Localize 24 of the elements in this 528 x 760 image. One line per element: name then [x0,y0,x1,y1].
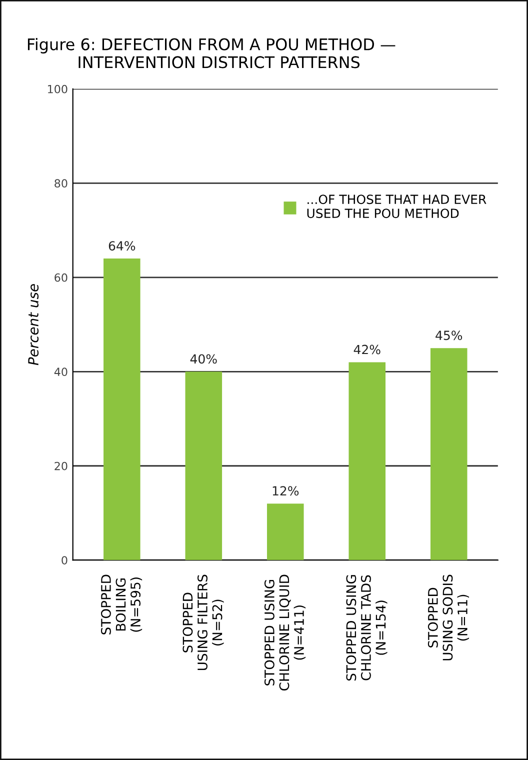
data-label: 64% [108,241,136,251]
x-tick-label: STOPPED USING CHLORINE LIQUID (N=411) [264,574,306,690]
bar [185,372,222,560]
data-label: 40% [190,354,217,364]
y-tick-label: 100 [48,84,68,94]
data-label: 42% [354,344,380,354]
bar [348,362,386,560]
x-tick-label: STOPPED BOILING (N=595) [100,574,142,634]
x-tick-label: STOPPED USING SODIS (N=11) [428,574,470,660]
x-tick-label: STOPPED USING CHLORINE TADS (N=154) [346,575,388,681]
y-tick-label: 80 [54,179,68,188]
y-axis-title: Percent use [28,284,39,366]
y-tick-label: 20 [54,462,68,470]
bar [430,348,468,560]
y-tick-label: 40 [54,368,68,376]
chart-title: Figure 6: DEFECTION FROM A POU METHOD — INTERVENTION DISTRICT PATTERNS [28,38,396,68]
data-label: 12% [272,486,299,496]
bar [104,258,140,560]
y-tick-label: 0 [62,556,68,564]
bar [266,504,304,560]
legend-label: ...OF THOSE THAT HAD EVER USED THE POU METHOD [307,194,486,218]
y-tick-label: 60 [54,273,68,282]
data-label: 45% [436,330,462,340]
x-tick-label: STOPPED USING FILTERS (N=52) [182,574,224,670]
